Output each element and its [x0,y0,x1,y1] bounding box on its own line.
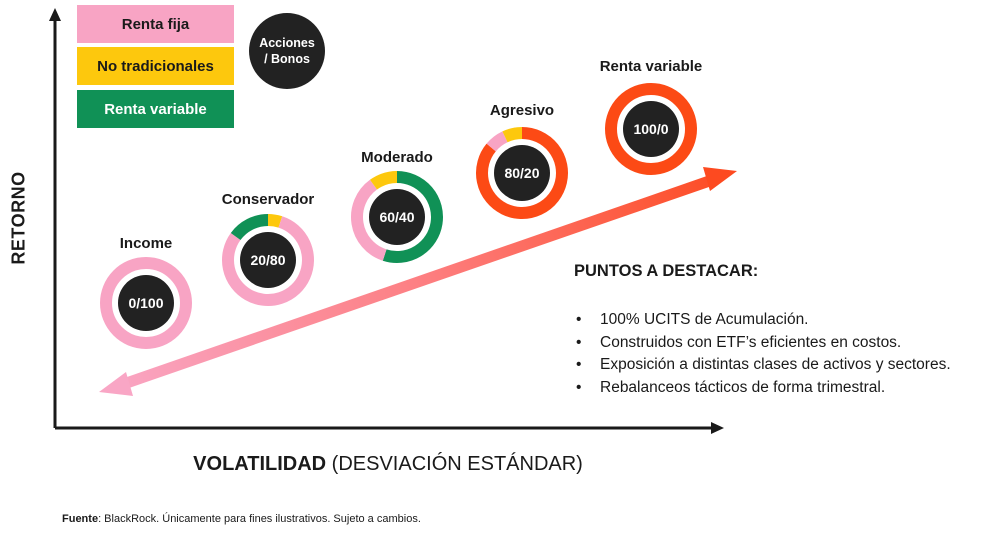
donut-segment-orange [476,127,568,219]
portfolio-name-label: Moderado [361,149,433,166]
donut-segment-rv [382,171,443,263]
donut-segment-fija [486,131,508,152]
donut-segment-fija [222,216,314,306]
x-axis-label: VOLATILIDAD (DESVIACIÓN ESTÁNDAR) [0,453,776,476]
donut-renta-variable: 100/0 Renta variable [600,58,703,175]
donut-segment-nt [267,214,283,228]
portfolio-name-label: Renta variable [600,58,703,75]
legend-renta-fija: Renta fija [77,5,234,43]
legend-renta-variable: Renta variable [77,90,234,128]
donut-center [494,145,550,201]
donut-center [369,189,425,245]
donut-income: 0/100 Income [100,235,192,349]
highlight-item: 100% UCITS de Acumulación. [574,309,994,332]
x-axis-label-bold: VOLATILIDAD [193,453,327,475]
portfolio-name-label: Conservador [222,191,315,208]
y-axis-arrowhead [49,8,61,21]
highlights-list: 100% UCITS de Acumulación. Construidos c… [574,309,994,399]
legend-circle-line1: Acciones [259,36,315,50]
legend-circle-line2: / Bonos [264,52,310,66]
legend-no-tradicionales: No tradicionales [77,47,234,85]
highlights-title: PUNTOS A DESTACAR: [574,262,759,280]
highlight-item: Exposición a distintas clases de activos… [574,354,994,377]
donut-segment-nt [502,127,523,143]
donut-center [623,101,679,157]
source-footnote: Fuente: BlackRock. Únicamente para fines… [62,513,421,525]
donut-ratio-label: 0/100 [128,295,163,311]
volatility-return-arrow [99,167,737,396]
highlight-item: Construidos con ETF’s eficientes en cost… [574,332,994,355]
portfolio-name-label: Income [120,235,173,252]
donut-ratio-label: 20/80 [250,252,285,268]
portfolio-name-label: Agresivo [490,102,554,119]
legend-ratio-circle: Acciones / Bonos [249,13,325,89]
donut-center [240,232,296,288]
donut-ratio-label: 60/40 [379,209,414,225]
donut-segment-nt [369,171,398,190]
donut-segment-orange [605,83,697,175]
highlight-item: Rebalanceos tácticos de forma trimestral… [574,377,994,400]
donut-ratio-label: 100/0 [633,121,668,137]
donut-ratio-label: 80/20 [504,165,539,181]
donut-moderado: 60/40 Moderado [351,149,443,263]
donut-agresivo: 80/20 Agresivo [476,102,568,219]
footnote-label: Fuente [62,513,99,525]
x-axis-arrowhead [711,422,724,434]
donut-segment-fija [100,257,192,349]
donut-segment-rv [230,214,269,241]
x-axis-label-rest: (DESVIACIÓN ESTÁNDAR) [326,453,583,475]
y-axis-label: RETORNO [8,171,29,265]
footnote-text: : BlackRock. Únicamente para fines ilust… [98,513,421,525]
donut-conservador: 20/80 Conservador [222,191,315,306]
donut-center [118,275,174,331]
portfolio-donuts: 0/100 Income 20/80 Conservador 60/40 Moderado… [100,58,703,349]
highlights-panel: PUNTOS A DESTACAR: 100% UCITS de Acumula… [574,262,994,399]
donut-segment-fija [351,179,387,261]
